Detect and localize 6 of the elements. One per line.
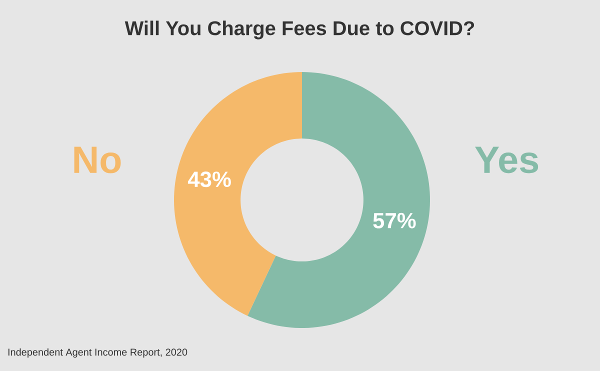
slice-label: Yes xyxy=(475,146,538,174)
data-label: 57% xyxy=(373,212,416,228)
chart-title: Will You Charge Fees Due to COVID? xyxy=(124,20,474,40)
slice-label: No xyxy=(74,146,121,174)
data-label: 43% xyxy=(188,172,231,188)
text: Independent Agent Income Report, 2020 xyxy=(8,348,188,358)
